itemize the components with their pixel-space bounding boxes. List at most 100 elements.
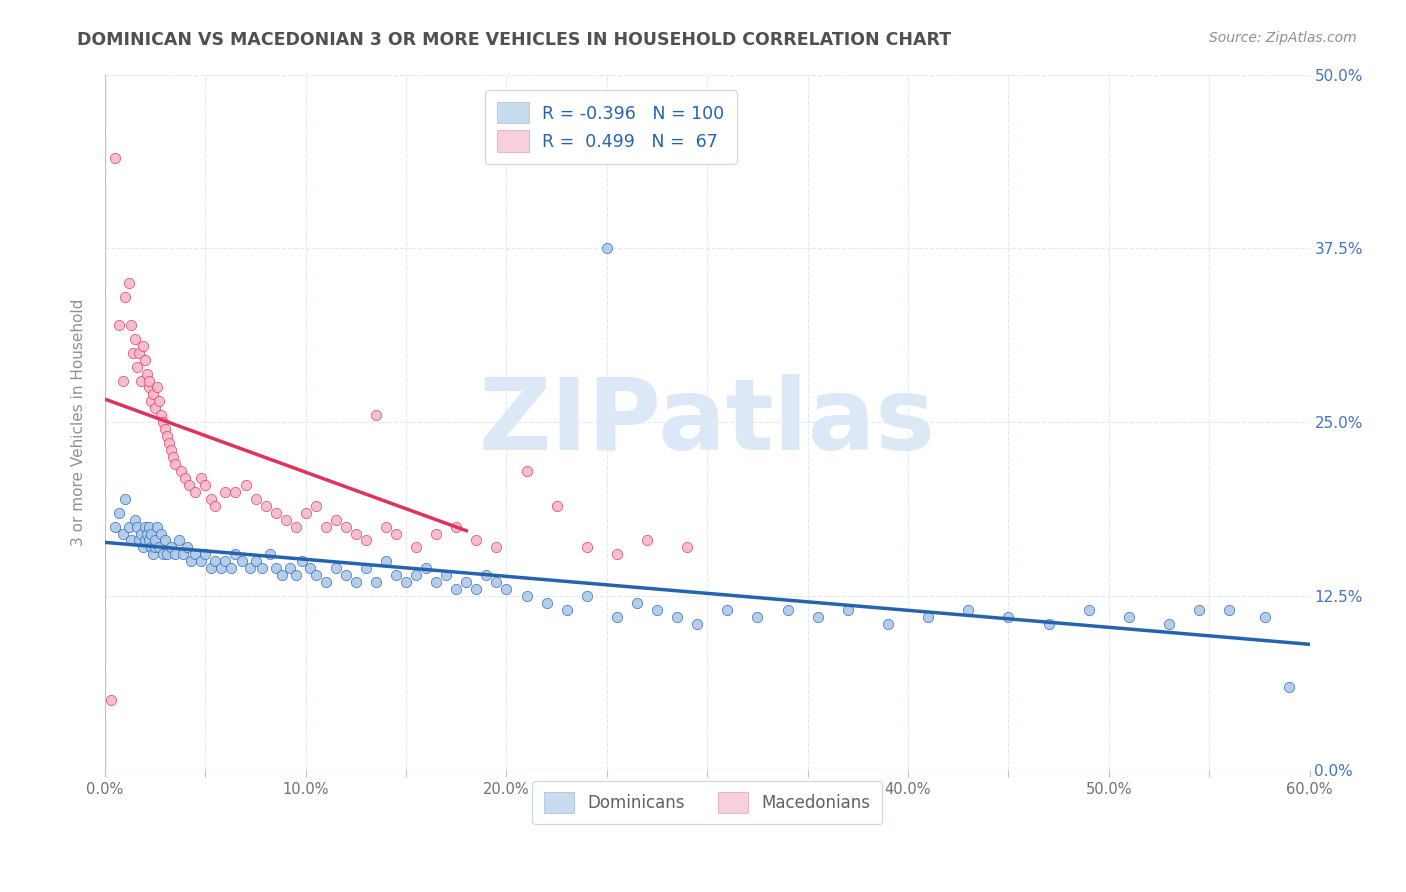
Point <box>344 526 367 541</box>
Point <box>134 352 156 367</box>
Point <box>264 561 287 575</box>
Point <box>1188 603 1211 617</box>
Point <box>134 519 156 533</box>
Point <box>776 603 799 617</box>
Point <box>155 533 177 548</box>
Point <box>645 603 668 617</box>
Point <box>122 345 145 359</box>
Point <box>405 568 427 582</box>
Point <box>204 499 226 513</box>
Point <box>124 513 146 527</box>
Point <box>596 241 619 255</box>
Text: Source: ZipAtlas.com: Source: ZipAtlas.com <box>1209 31 1357 45</box>
Point <box>747 610 769 624</box>
Point <box>1254 610 1277 624</box>
Point <box>146 519 169 533</box>
Point <box>190 471 212 485</box>
Point <box>150 526 173 541</box>
Point <box>118 276 141 290</box>
Point <box>141 526 163 541</box>
Point <box>194 478 217 492</box>
Point <box>138 374 160 388</box>
Point <box>118 519 141 533</box>
Y-axis label: 3 or more Vehicles in Household: 3 or more Vehicles in Household <box>72 299 86 546</box>
Point <box>129 526 152 541</box>
Point <box>546 499 568 513</box>
Point <box>877 616 900 631</box>
Point <box>354 533 377 548</box>
Point <box>120 318 142 332</box>
Point <box>375 519 398 533</box>
Point <box>434 568 457 582</box>
Point <box>575 541 598 555</box>
Point <box>1077 603 1099 617</box>
Point <box>1157 616 1180 631</box>
Point <box>129 374 152 388</box>
Text: DOMINICAN VS MACEDONIAN 3 OR MORE VEHICLES IN HOUSEHOLD CORRELATION CHART: DOMINICAN VS MACEDONIAN 3 OR MORE VEHICL… <box>77 31 952 49</box>
Point <box>190 554 212 568</box>
Point <box>375 554 398 568</box>
Point <box>141 394 163 409</box>
Point <box>245 491 267 506</box>
Point <box>716 603 738 617</box>
Point <box>291 554 314 568</box>
Point <box>204 554 226 568</box>
Point <box>837 603 859 617</box>
Point <box>475 568 498 582</box>
Legend: Dominicans, Macedonians: Dominicans, Macedonians <box>533 780 882 824</box>
Point <box>465 533 488 548</box>
Point <box>298 561 321 575</box>
Point <box>676 541 699 555</box>
Point <box>172 548 194 562</box>
Point <box>335 568 357 582</box>
Point <box>636 533 658 548</box>
Point <box>142 387 165 401</box>
Point <box>150 409 173 423</box>
Point <box>120 533 142 548</box>
Point <box>209 561 232 575</box>
Point <box>108 506 131 520</box>
Point <box>495 582 517 597</box>
Point <box>127 519 149 533</box>
Point <box>179 478 201 492</box>
Point <box>284 568 307 582</box>
Point <box>134 533 156 548</box>
Point <box>415 561 437 575</box>
Point <box>555 603 578 617</box>
Point <box>148 541 170 555</box>
Point <box>214 554 236 568</box>
Point <box>666 610 689 624</box>
Point <box>606 548 628 562</box>
Point <box>305 568 328 582</box>
Point <box>364 575 387 590</box>
Point <box>128 345 150 359</box>
Point <box>516 464 538 478</box>
Point <box>354 561 377 575</box>
Point <box>180 554 202 568</box>
Point <box>104 519 127 533</box>
Point <box>425 526 447 541</box>
Point <box>176 541 198 555</box>
Point <box>152 415 174 429</box>
Point <box>807 610 830 624</box>
Point <box>169 533 191 548</box>
Point <box>138 533 160 548</box>
Point <box>221 561 243 575</box>
Point <box>250 561 273 575</box>
Point <box>294 506 316 520</box>
Point <box>194 548 217 562</box>
Point <box>485 541 508 555</box>
Point <box>112 374 135 388</box>
Point <box>214 484 236 499</box>
Point <box>446 519 468 533</box>
Point <box>165 548 187 562</box>
Point <box>128 533 150 548</box>
Point <box>127 359 149 374</box>
Point <box>184 484 207 499</box>
Point <box>231 554 253 568</box>
Point <box>138 380 160 394</box>
Point <box>138 519 160 533</box>
Point <box>148 394 170 409</box>
Point <box>686 616 709 631</box>
Point <box>344 575 367 590</box>
